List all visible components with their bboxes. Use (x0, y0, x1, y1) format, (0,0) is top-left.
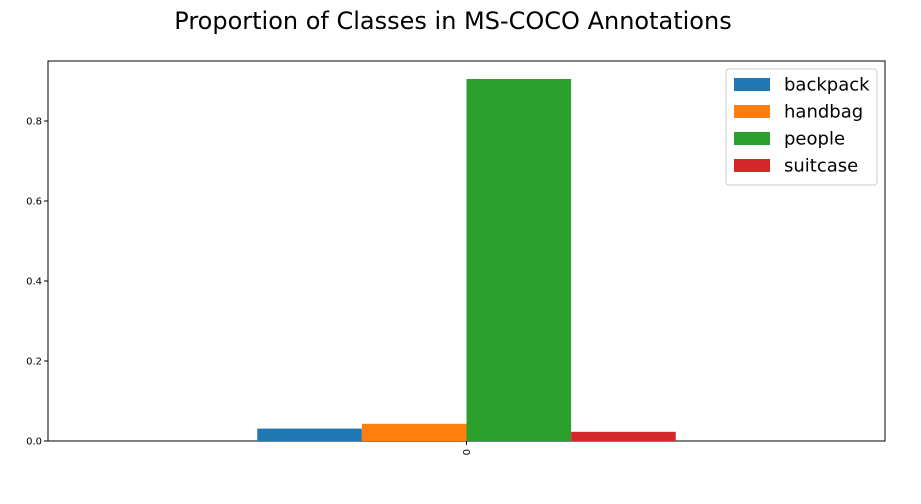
x-tick-label: 0 (462, 449, 473, 455)
legend-swatch-handbag (734, 105, 770, 118)
y-tick-label: 0.2 (26, 357, 42, 368)
legend-label-people: people (784, 129, 845, 150)
legend-swatch-suitcase (734, 159, 770, 172)
legend-swatch-backpack (734, 78, 770, 91)
y-tick-label: 0.0 (26, 437, 42, 448)
y-tick-label: 0.4 (26, 277, 42, 288)
bar-people (466, 79, 572, 441)
x-axis: 0 (462, 441, 473, 455)
legend-label-suitcase: suitcase (784, 156, 858, 177)
bar-backpack (257, 428, 362, 441)
chart-title: Proportion of Classes in MS-COCO Annotat… (174, 7, 731, 35)
legend-label-handbag: handbag (784, 102, 863, 123)
legend: backpack handbag people suitcase (725, 68, 878, 186)
bar-suitcase (571, 431, 676, 441)
y-axis: 0.0 0.2 0.4 0.6 0.8 (26, 117, 48, 448)
legend-label-backpack: backpack (784, 75, 870, 96)
bars-group (257, 79, 676, 441)
y-tick-label: 0.8 (26, 117, 42, 128)
legend-swatch-people (734, 132, 770, 145)
y-tick-label: 0.6 (26, 197, 42, 208)
bar-handbag (361, 423, 467, 441)
legend-box (725, 68, 878, 186)
